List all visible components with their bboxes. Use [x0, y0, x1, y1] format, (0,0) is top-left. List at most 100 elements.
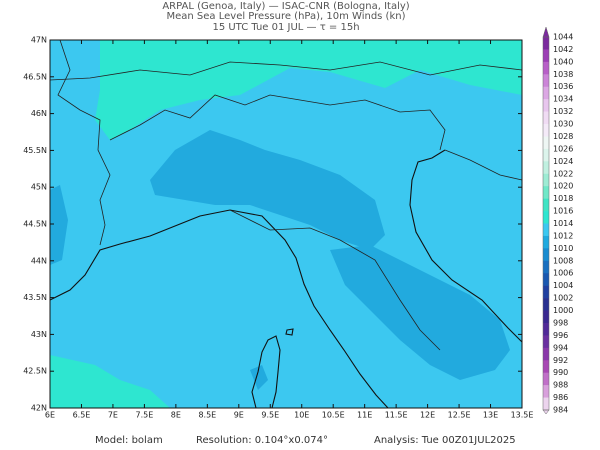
- colorbar-band: [543, 285, 549, 299]
- colorbar-band: [543, 298, 549, 311]
- colorbar-end: [542, 26, 550, 38]
- colorbar-label: 1000: [553, 306, 573, 315]
- colorbar-label: 1042: [553, 45, 573, 54]
- colorbar-band: [543, 322, 549, 336]
- colorbar-band: [543, 61, 549, 75]
- footer-analysis: Analysis: Tue 00Z01JUL2025: [374, 435, 516, 446]
- colorbar-label: 986: [553, 393, 568, 402]
- y-tick-label: 45N: [31, 183, 47, 192]
- low-pressure-zone: [330, 245, 510, 380]
- colorbar-label: 1014: [553, 219, 573, 228]
- x-tick-label: 10E: [294, 411, 309, 420]
- colorbar-label: 1002: [553, 294, 573, 303]
- low-pressure-zone: [50, 185, 68, 265]
- y-tick-label: 43N: [31, 330, 47, 339]
- x-tick-label: 13.5E: [511, 411, 534, 420]
- low-pressure-zone: [250, 365, 268, 390]
- colorbar-label: 1020: [553, 182, 573, 191]
- colorbar-band: [543, 372, 549, 386]
- border: [444, 149, 523, 181]
- colorbar-band: [543, 37, 549, 50]
- colorbar-label: 1018: [553, 194, 573, 203]
- high-pressure-zone: [50, 355, 170, 408]
- colorbar-label: 996: [553, 331, 568, 340]
- x-tick-label: 7.5E: [136, 411, 154, 420]
- colorbar-label: 1036: [553, 82, 573, 91]
- colorbar-band: [543, 223, 549, 237]
- colorbar: 1044 1042 1040 1038 1036 1034 1032 1030 1028 1026…: [542, 26, 573, 415]
- x-tick-label: 9.5E: [261, 411, 279, 420]
- coastline: [49, 209, 389, 409]
- colorbar-band: [543, 124, 549, 137]
- x-tick-label: 6.5E: [73, 411, 91, 420]
- x-tick-label: 8.5E: [198, 411, 216, 420]
- y-tick-label: 42.5N: [23, 367, 47, 376]
- colorbar-band: [543, 260, 549, 274]
- x-tick-label: 11E: [357, 411, 372, 420]
- y-tick-label: 44.5N: [23, 220, 47, 229]
- colorbar-band: [543, 248, 549, 262]
- colorbar-band: [543, 360, 549, 373]
- map-area: [49, 39, 523, 409]
- colorbar-band: [543, 74, 549, 88]
- colorbar-band: [543, 161, 549, 175]
- colorbar-label: 1030: [553, 120, 573, 129]
- colorbar-label: 1026: [553, 144, 573, 153]
- header-line: Mean Sea Level Pressure (hPa), 10m Winds…: [167, 11, 406, 22]
- x-tick-label: 13E: [483, 411, 498, 420]
- colorbar-label: 988: [553, 381, 568, 390]
- x-tick-label: 9E: [234, 411, 244, 420]
- colorbar-band: [543, 235, 549, 249]
- footer-resolution: Resolution: 0.104°x0.074°: [196, 435, 328, 446]
- colorbar-label: 1004: [553, 281, 573, 290]
- colorbar-label: 1038: [553, 70, 573, 79]
- x-tick-label: 7E: [108, 411, 118, 420]
- border: [57, 39, 111, 246]
- y-tick-label: 46.5N: [23, 72, 47, 81]
- x-tick-label: 12E: [420, 411, 435, 420]
- border: [229, 209, 441, 351]
- colorbar-label: 998: [553, 318, 568, 327]
- colorbar-band: [543, 385, 549, 398]
- colorbar-band: [543, 397, 549, 411]
- colorbar-band: [543, 173, 549, 187]
- colorbar-frame: [542, 36, 550, 411]
- low-pressure-zone: [150, 130, 385, 250]
- colorbar-band: [543, 347, 549, 361]
- colorbar-label: 1012: [553, 231, 573, 240]
- coastline: [285, 328, 294, 336]
- colorbar-band: [543, 148, 549, 162]
- colorbar-label: 1040: [553, 57, 573, 66]
- colorbar-band: [543, 86, 549, 100]
- colorbar-band: [543, 273, 549, 286]
- colorbar-label: 1032: [553, 107, 573, 116]
- colorbar-label: 1022: [553, 169, 573, 178]
- colorbar-label: 992: [553, 356, 568, 365]
- border: [109, 94, 446, 151]
- colorbar-band: [543, 136, 549, 150]
- colorbar-band: [543, 49, 549, 63]
- footer-model: Model: bolam: [95, 435, 163, 446]
- y-tick-label: 42N: [31, 404, 47, 413]
- colorbar-label: 1034: [553, 95, 573, 104]
- x-tick-label: 12.5E: [448, 411, 471, 420]
- y-tick-label: 43.5N: [23, 293, 47, 302]
- header-line: 15 UTC Tue 01 JUL — τ = 15h: [212, 22, 359, 33]
- y-tick-label: 47N: [31, 36, 47, 45]
- coastline: [409, 149, 523, 343]
- colorbar-label: 1044: [553, 33, 573, 42]
- colorbar-label: 984: [553, 406, 568, 415]
- colorbar-band: [543, 99, 549, 112]
- colorbar-label: 1006: [553, 269, 573, 278]
- x-tick-label: 8E: [171, 411, 181, 420]
- colorbar-label: 994: [553, 343, 568, 352]
- x-tick-label: 11.5E: [385, 411, 408, 420]
- colorbar-label: 1024: [553, 157, 573, 166]
- colorbar-label: 1010: [553, 244, 573, 253]
- x-tick-label: 6E: [45, 411, 55, 420]
- y-tick-label: 46N: [31, 109, 47, 118]
- colorbar-band: [543, 198, 549, 212]
- colorbar-band: [543, 335, 549, 349]
- colorbar-label: 1028: [553, 132, 573, 141]
